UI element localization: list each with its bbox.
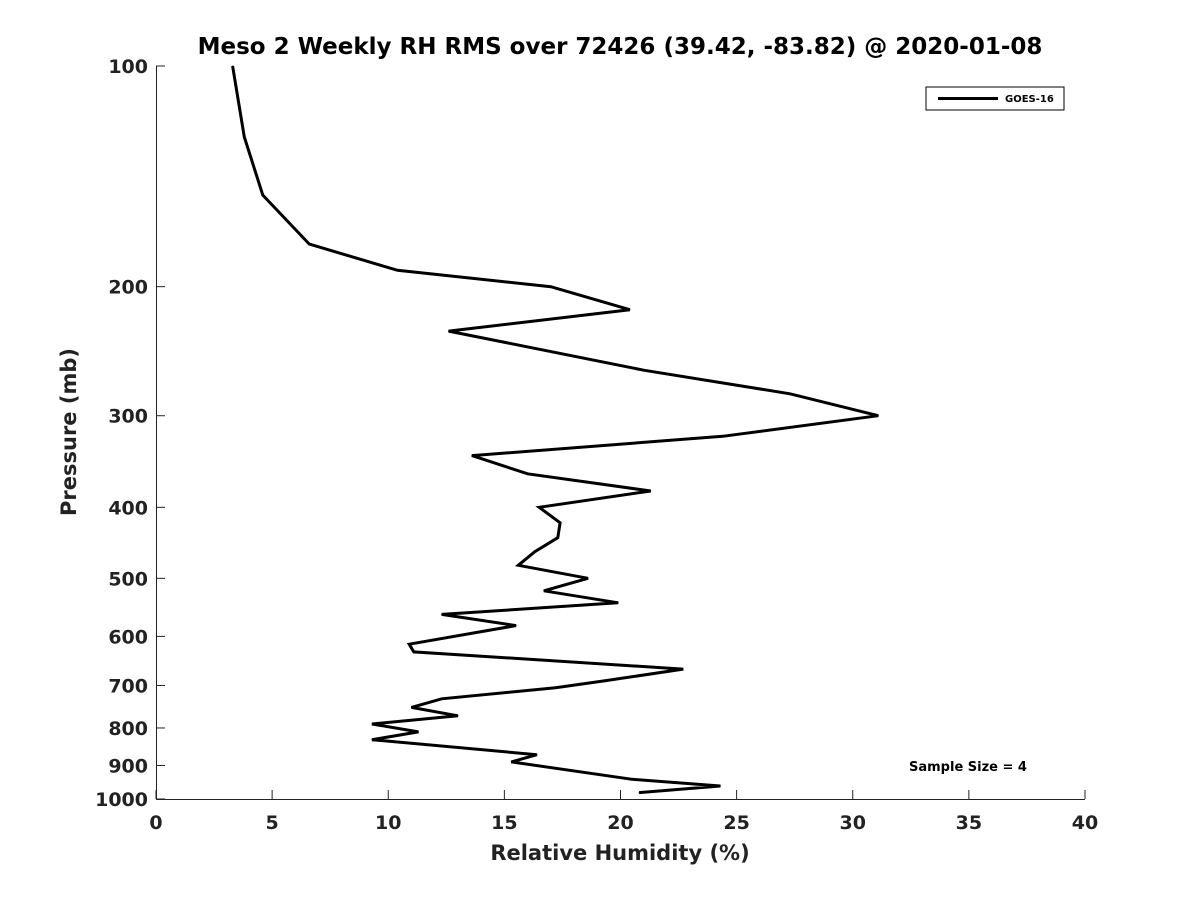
data-point xyxy=(515,625,517,627)
data-point xyxy=(538,506,540,508)
y-tick-label: 200 xyxy=(108,277,148,299)
x-tick-label: 20 xyxy=(607,812,633,834)
data-point xyxy=(722,435,724,437)
data-point xyxy=(471,455,473,457)
data-point xyxy=(877,415,879,417)
y-tick-label: 300 xyxy=(108,406,148,428)
data-point xyxy=(587,577,589,579)
data-point xyxy=(617,602,619,604)
x-tick-label: 0 xyxy=(149,812,162,834)
y-tick-label: 400 xyxy=(108,497,148,519)
data-point xyxy=(371,723,373,725)
data-point xyxy=(371,739,373,741)
x-tick-label: 35 xyxy=(956,812,982,834)
series-group xyxy=(231,65,879,795)
x-ticks: 0 5 10 15 20 25 30 35 40 xyxy=(149,790,1098,834)
y-tick-label: 700 xyxy=(108,675,148,697)
data-point xyxy=(410,706,412,708)
data-point xyxy=(517,564,519,566)
x-tick-label: 25 xyxy=(723,812,749,834)
data-point xyxy=(557,537,559,539)
data-point xyxy=(441,613,443,615)
data-point xyxy=(534,551,536,553)
data-point xyxy=(638,792,640,794)
data-point xyxy=(629,309,631,311)
data-point xyxy=(308,243,310,245)
data-point xyxy=(650,490,652,492)
data-point xyxy=(262,194,264,196)
data-point xyxy=(536,754,538,756)
x-tick-label: 30 xyxy=(840,812,866,834)
y-tick-label: 500 xyxy=(108,568,148,590)
data-point xyxy=(554,687,556,689)
data-point xyxy=(543,590,545,592)
axes xyxy=(156,66,1085,800)
data-point xyxy=(719,785,721,787)
x-tick-label: 5 xyxy=(266,812,279,834)
y-ticks: 100 200 300 400 500 600 700 800 900 1000 xyxy=(95,56,165,811)
y-tick-label: 600 xyxy=(108,626,148,648)
data-point xyxy=(510,761,512,763)
data-point xyxy=(643,369,645,371)
data-point xyxy=(603,680,605,682)
data-point xyxy=(789,393,791,395)
x-tick-label: 15 xyxy=(491,812,517,834)
data-point xyxy=(631,778,633,780)
data-point xyxy=(243,136,245,138)
data-point xyxy=(441,698,443,700)
legend: GOES-16 xyxy=(925,86,1065,111)
y-axis-label: Pressure (mb) xyxy=(57,348,81,516)
sample-size-annotation: Sample Size = 4 xyxy=(909,760,1027,775)
data-point xyxy=(559,522,561,524)
data-point xyxy=(448,330,450,332)
data-point xyxy=(550,286,552,288)
data-point xyxy=(413,651,415,653)
legend-label: GOES-16 xyxy=(1005,94,1054,105)
data-point xyxy=(232,65,234,67)
chart-title: Meso 2 Weekly RH RMS over 72426 (39.42, … xyxy=(198,34,1043,60)
data-point xyxy=(457,715,459,717)
data-point xyxy=(527,473,529,475)
x-tick-label: 40 xyxy=(1072,812,1098,834)
x-axis-label: Relative Humidity (%) xyxy=(490,841,749,865)
series-line-goes-16 xyxy=(231,65,879,795)
data-point xyxy=(397,269,399,271)
data-point xyxy=(408,643,410,645)
data-point xyxy=(682,668,684,670)
data-point xyxy=(417,731,419,733)
y-tick-label: 900 xyxy=(108,755,148,777)
x-tick-label: 10 xyxy=(375,812,401,834)
y-tick-label: 100 xyxy=(108,56,148,78)
y-tick-label: 800 xyxy=(108,718,148,740)
y-tick-label: 1000 xyxy=(95,789,148,811)
